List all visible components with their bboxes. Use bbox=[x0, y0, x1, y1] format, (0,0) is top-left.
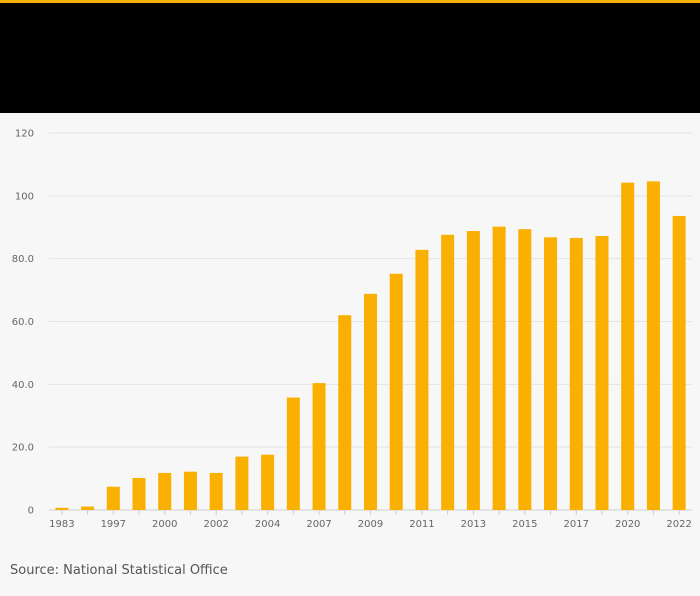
y-tick-label: 80.0 bbox=[12, 254, 34, 265]
x-tick-label: 2007 bbox=[306, 519, 331, 530]
bar-2001[interactable] bbox=[183, 471, 197, 510]
x-tick-label: 2020 bbox=[615, 519, 640, 530]
x-tick-label: 2013 bbox=[461, 519, 486, 530]
x-axis: 1983 1997 2000 2002 2004 2007 2009 2011 2013 2015… bbox=[49, 510, 692, 530]
x-tick-label: 2022 bbox=[666, 519, 691, 530]
bar-1990[interactable] bbox=[81, 506, 95, 510]
bar-2015[interactable] bbox=[518, 229, 532, 510]
bars bbox=[55, 181, 686, 511]
x-tick-label: 2011 bbox=[409, 519, 434, 530]
x-tick-label: 2004 bbox=[255, 519, 280, 530]
bar-2005[interactable] bbox=[286, 397, 300, 510]
bar-2002[interactable] bbox=[209, 472, 223, 510]
bar-2010[interactable] bbox=[389, 273, 403, 510]
bar-2007[interactable] bbox=[312, 383, 326, 510]
x-tick-label: 2000 bbox=[152, 519, 177, 530]
bar-2000[interactable] bbox=[158, 472, 172, 510]
x-tick-label: 2002 bbox=[203, 519, 228, 530]
y-tick-label: 60.0 bbox=[12, 317, 34, 328]
bar-2017[interactable] bbox=[569, 237, 583, 510]
bar-chart: 0 20.0 40.0 60.0 80.0 100 120 1983 1997 2000 2002… bbox=[12, 129, 692, 530]
x-tick-label: 1983 bbox=[49, 519, 74, 530]
x-tick-label: 1997 bbox=[101, 519, 126, 530]
y-tick-label: 40.0 bbox=[12, 380, 34, 391]
bar-1983[interactable] bbox=[55, 507, 69, 510]
bar-2008[interactable] bbox=[338, 315, 352, 510]
y-tick-label: 120 bbox=[15, 129, 34, 140]
x-tick-label: 2017 bbox=[564, 519, 589, 530]
bar-2003[interactable] bbox=[235, 456, 249, 510]
bar-2009[interactable] bbox=[364, 293, 377, 510]
bar-1997[interactable] bbox=[106, 486, 120, 510]
bar-2022[interactable] bbox=[672, 215, 686, 510]
bar-2012[interactable] bbox=[441, 234, 455, 510]
accent-stripe bbox=[0, 0, 700, 3]
bar-2014[interactable] bbox=[492, 226, 506, 510]
bar-2021[interactable] bbox=[646, 181, 660, 511]
bar-1998[interactable] bbox=[132, 477, 146, 510]
x-tick-label: 2009 bbox=[358, 519, 383, 530]
header-band bbox=[0, 3, 700, 113]
bar-2016[interactable] bbox=[544, 237, 558, 510]
bar-2011[interactable] bbox=[415, 249, 429, 510]
y-tick-label: 20.0 bbox=[12, 443, 34, 454]
bar-2020[interactable] bbox=[621, 182, 635, 510]
x-tick-label: 2015 bbox=[512, 519, 537, 530]
y-axis: 0 20.0 40.0 60.0 80.0 100 120 bbox=[12, 129, 34, 517]
bar-2013[interactable] bbox=[466, 231, 480, 510]
y-tick-label: 0 bbox=[28, 506, 34, 517]
chart-area: 0 20.0 40.0 60.0 80.0 100 120 1983 1997 2000 2002… bbox=[0, 113, 700, 553]
gridlines bbox=[49, 132, 692, 511]
y-tick-label: 100 bbox=[15, 191, 34, 202]
bar-2019[interactable] bbox=[595, 236, 609, 510]
source-note: Source: National Statistical Office bbox=[10, 563, 228, 578]
bar-2004[interactable] bbox=[261, 454, 275, 510]
